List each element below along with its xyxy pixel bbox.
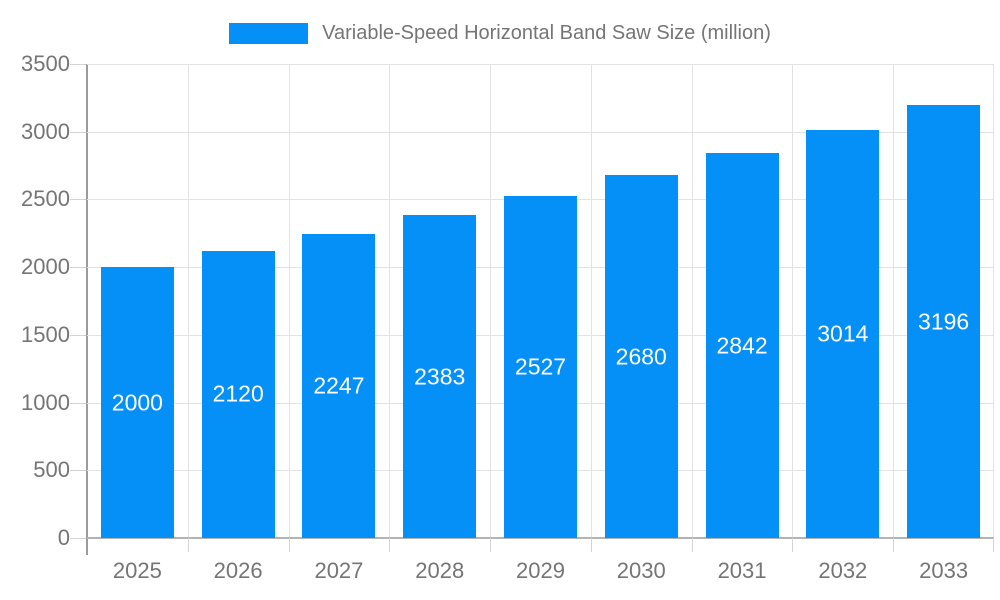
x-tick-label: 2026 xyxy=(213,558,263,583)
x-tick-label: 2027 xyxy=(314,558,364,583)
legend[interactable]: Variable-Speed Horizontal Band Saw Size … xyxy=(0,20,1000,46)
y-tick xyxy=(70,64,87,65)
legend-swatch xyxy=(229,22,309,44)
x-axis-line xyxy=(87,537,994,539)
y-tick xyxy=(70,402,87,404)
y-tick-label: 3500 xyxy=(21,51,70,76)
bar-value-label: 2383 xyxy=(414,363,466,390)
gridline-horizontal xyxy=(87,64,994,65)
bar[interactable]: 2680 xyxy=(604,175,678,538)
x-tick-label: 2033 xyxy=(919,558,969,583)
bar[interactable]: 3196 xyxy=(907,105,981,538)
y-tick-label: 1000 xyxy=(21,389,70,415)
x-tick-label: 2025 xyxy=(112,558,162,583)
bar[interactable]: 2842 xyxy=(705,153,779,538)
x-tick xyxy=(893,538,895,552)
y-tick xyxy=(70,199,87,201)
x-axis-labels: 2025 2026 2027 2028 2029 2030 2031 2032 2033 xyxy=(87,556,994,586)
x-tick-label: 2029 xyxy=(516,558,565,583)
y-tick xyxy=(70,538,87,539)
bar[interactable]: 2247 xyxy=(302,233,376,538)
gridline-vertical xyxy=(187,64,189,538)
x-tick xyxy=(187,538,189,552)
x-tick-label: 2028 xyxy=(415,558,465,583)
gridline-vertical xyxy=(389,64,391,538)
x-tick xyxy=(490,538,492,552)
gridline-vertical xyxy=(590,64,592,538)
bar-value-label: 2120 xyxy=(212,380,264,407)
y-tick-label: 500 xyxy=(33,457,70,483)
bar[interactable]: 2383 xyxy=(403,215,477,538)
x-axis-ticks xyxy=(87,538,994,552)
bar-value-label: 2000 xyxy=(111,389,163,416)
bar-value-label: 2247 xyxy=(313,372,365,399)
y-tick-label: 2000 xyxy=(21,254,70,280)
y-tick-label: 3000 xyxy=(21,118,70,144)
y-tick xyxy=(70,131,87,133)
bar-value-label: 2842 xyxy=(716,332,768,359)
y-tick xyxy=(70,334,87,336)
x-tick xyxy=(389,538,391,552)
gridline-vertical xyxy=(993,64,994,538)
y-axis-ticks xyxy=(70,64,87,539)
y-tick xyxy=(70,267,87,269)
x-tick xyxy=(993,538,994,552)
y-tick-label: 0 xyxy=(57,525,70,550)
bar-value-label: 2680 xyxy=(615,343,667,370)
plot-area: 2000 2120 2247 2383 2527 2680 2842 3014 3196 xyxy=(86,64,994,555)
bar-value-label: 3014 xyxy=(817,320,869,347)
bar[interactable]: 2000 xyxy=(100,267,174,538)
gridline-vertical xyxy=(792,64,794,538)
y-tick-label: 2500 xyxy=(21,186,70,212)
x-tick xyxy=(590,538,592,552)
gridline-vertical xyxy=(691,64,693,538)
gridline-vertical xyxy=(893,64,895,538)
bar[interactable]: 2120 xyxy=(201,250,275,538)
x-tick-label: 2032 xyxy=(818,558,868,583)
x-tick-label: 2030 xyxy=(616,558,666,583)
x-tick xyxy=(288,538,290,552)
bar[interactable]: 3014 xyxy=(806,129,880,538)
x-tick xyxy=(792,538,794,552)
y-axis-labels: 0 500 1000 1500 2000 2500 3000 3500 xyxy=(0,51,70,550)
bar-value-label: 3196 xyxy=(918,308,970,335)
bar[interactable]: 2527 xyxy=(504,195,577,538)
chart-title: Variable-Speed Horizontal Band Saw Size … xyxy=(322,22,771,44)
x-tick-label: 2031 xyxy=(717,558,767,583)
x-tick xyxy=(691,538,693,552)
y-tick xyxy=(70,470,87,472)
gridline-vertical xyxy=(490,64,492,538)
bar-value-label: 2527 xyxy=(514,353,567,380)
gridline-vertical xyxy=(288,64,290,538)
gridline-horizontal xyxy=(87,131,994,133)
y-axis-line xyxy=(86,64,88,555)
y-tick-label: 1500 xyxy=(21,321,70,347)
